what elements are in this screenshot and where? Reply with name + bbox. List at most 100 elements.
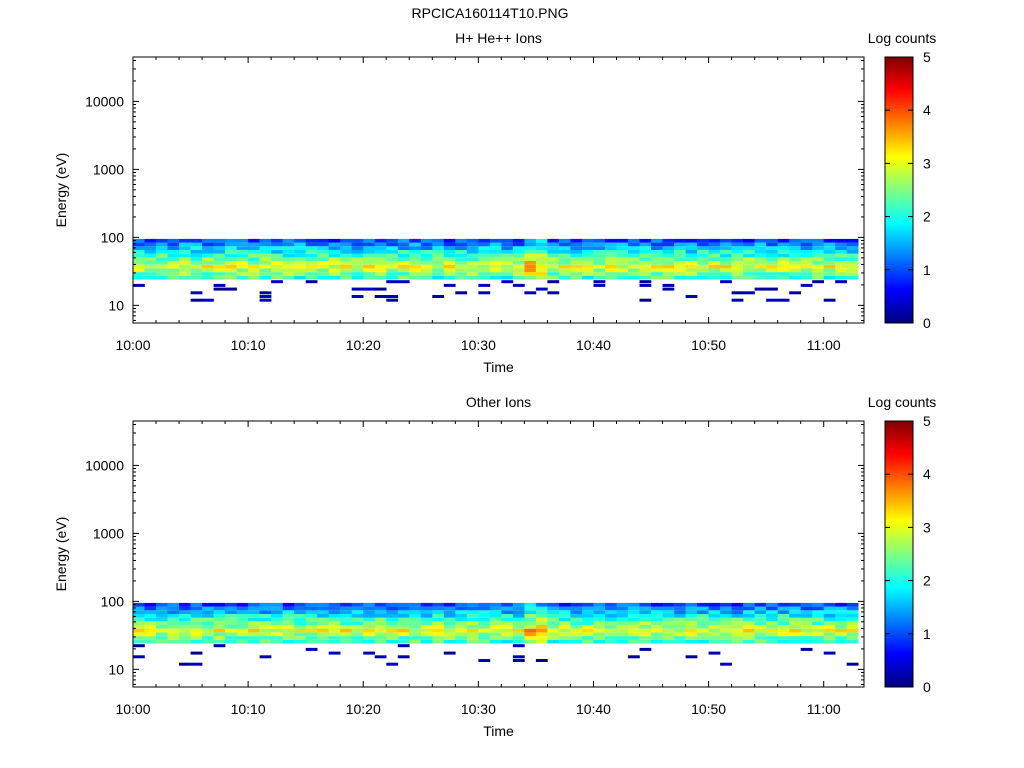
spectrogram-cell (846, 662, 859, 666)
spectrogram-cell (835, 250, 847, 254)
spectrogram-cell (743, 621, 755, 625)
spectrogram-cell (213, 246, 226, 250)
spectrogram-cell (179, 639, 191, 644)
spectrogram-cell (800, 268, 813, 273)
spectrogram-cell (225, 614, 237, 618)
spectrogram-cell (156, 246, 168, 250)
spectrogram-cell (512, 238, 525, 243)
spectrogram-cell (616, 639, 629, 644)
spectrogram-cell (754, 606, 767, 611)
spectrogram-cell (248, 242, 260, 247)
spectrogram-cell (754, 602, 767, 607)
spectrogram-cell (397, 602, 410, 607)
spectrogram-cell (501, 268, 514, 273)
spectrogram-cell (236, 257, 249, 261)
colorbar (884, 56, 914, 324)
spectrogram-cell (593, 253, 606, 258)
spectrogram-cell (144, 639, 157, 644)
spectrogram-cell (823, 238, 836, 243)
spectrogram-cell (294, 268, 306, 273)
colorbar-tick-label: 1 (923, 262, 931, 278)
spectrogram-cell (202, 639, 214, 644)
spectrogram-cell (397, 272, 410, 276)
spectrogram-cell (639, 610, 652, 614)
spectrogram-cell (662, 617, 675, 622)
spectrogram-cell (535, 602, 548, 607)
spectrogram-cell (651, 639, 663, 644)
spectrogram-cell (731, 625, 744, 629)
spectrogram-cell (236, 238, 249, 243)
spectrogram-cell (628, 275, 640, 280)
spectrogram-cell (225, 272, 237, 276)
spectrogram-cell (743, 291, 755, 295)
spectrogram-cell (616, 610, 629, 614)
spectrogram-cell (294, 636, 306, 640)
spectrogram-cell (800, 264, 813, 269)
spectrogram-cell (662, 625, 675, 629)
spectrogram-cell (386, 632, 399, 637)
spectrogram-cell (524, 621, 537, 625)
spectrogram-cell (259, 257, 272, 261)
spectrogram-cell (455, 639, 468, 644)
spectrogram-cell (570, 268, 583, 273)
spectrogram-cell (271, 246, 283, 250)
spectrogram-cell (708, 625, 721, 629)
spectrogram-cell (167, 257, 180, 261)
spectrogram-cell (812, 272, 824, 276)
spectrogram-cell (133, 602, 145, 607)
spectrogram-cell (455, 614, 468, 618)
spectrogram-cell (351, 610, 364, 614)
spectrogram-cell (259, 617, 272, 622)
spectrogram-cell (800, 647, 813, 651)
spectrogram-cell (593, 636, 606, 640)
spectrogram-cell (570, 261, 583, 265)
spectrogram-cell (420, 257, 433, 261)
spectrogram-cell (340, 275, 352, 280)
spectrogram-cell (420, 242, 433, 247)
spectrogram-cell (317, 621, 329, 625)
spectrogram-cell (616, 257, 629, 261)
colorbar-tick-label: 3 (923, 155, 931, 171)
spectrogram-cell (789, 242, 801, 247)
spectrogram-cell (846, 253, 859, 258)
spectrogram-cell (582, 636, 594, 640)
spectrogram-cell (835, 275, 847, 280)
spectrogram-cell (133, 253, 145, 258)
spectrogram-cell (225, 275, 237, 280)
spectrogram-cell (363, 250, 375, 254)
spectrogram-cell (766, 625, 778, 629)
spectrogram-cell (328, 242, 341, 247)
spectrogram-cell (455, 636, 468, 640)
spectrogram-cell (639, 250, 652, 254)
spectrogram-cell (766, 246, 778, 250)
spectrogram-cell (731, 639, 744, 644)
spectrogram-cell (731, 636, 744, 640)
spectrogram-cell (397, 253, 410, 258)
spectrogram-cell (662, 636, 675, 640)
spectrogram-cell (386, 617, 399, 622)
spectrogram-cell (443, 625, 456, 629)
spectrogram-cell (397, 257, 410, 261)
spectrogram-cell (605, 257, 617, 261)
x-tick-label: 10:40 (576, 701, 611, 717)
spectrogram-cell (409, 606, 422, 611)
spectrogram-cell (835, 614, 847, 618)
spectrogram-cell (639, 621, 652, 625)
colorbar-tick-label: 4 (923, 466, 931, 482)
spectrogram-cell (628, 632, 640, 637)
spectrogram-cell (743, 628, 755, 633)
spectrogram-cell (225, 602, 237, 607)
spectrogram-cell (605, 628, 617, 633)
spectrogram-cell (409, 257, 422, 261)
spectrogram-cell (754, 639, 767, 644)
spectrogram-cell (282, 636, 295, 640)
spectrogram-cell (282, 257, 295, 261)
spectrogram-cell (616, 253, 629, 258)
spectrogram-cell (708, 614, 721, 618)
spectrogram-cell (248, 246, 260, 250)
spectrogram-cell (294, 606, 306, 611)
spectrogram-cell (282, 621, 295, 625)
spectrogram-cell (789, 632, 801, 637)
spectrogram-cell (766, 298, 778, 302)
